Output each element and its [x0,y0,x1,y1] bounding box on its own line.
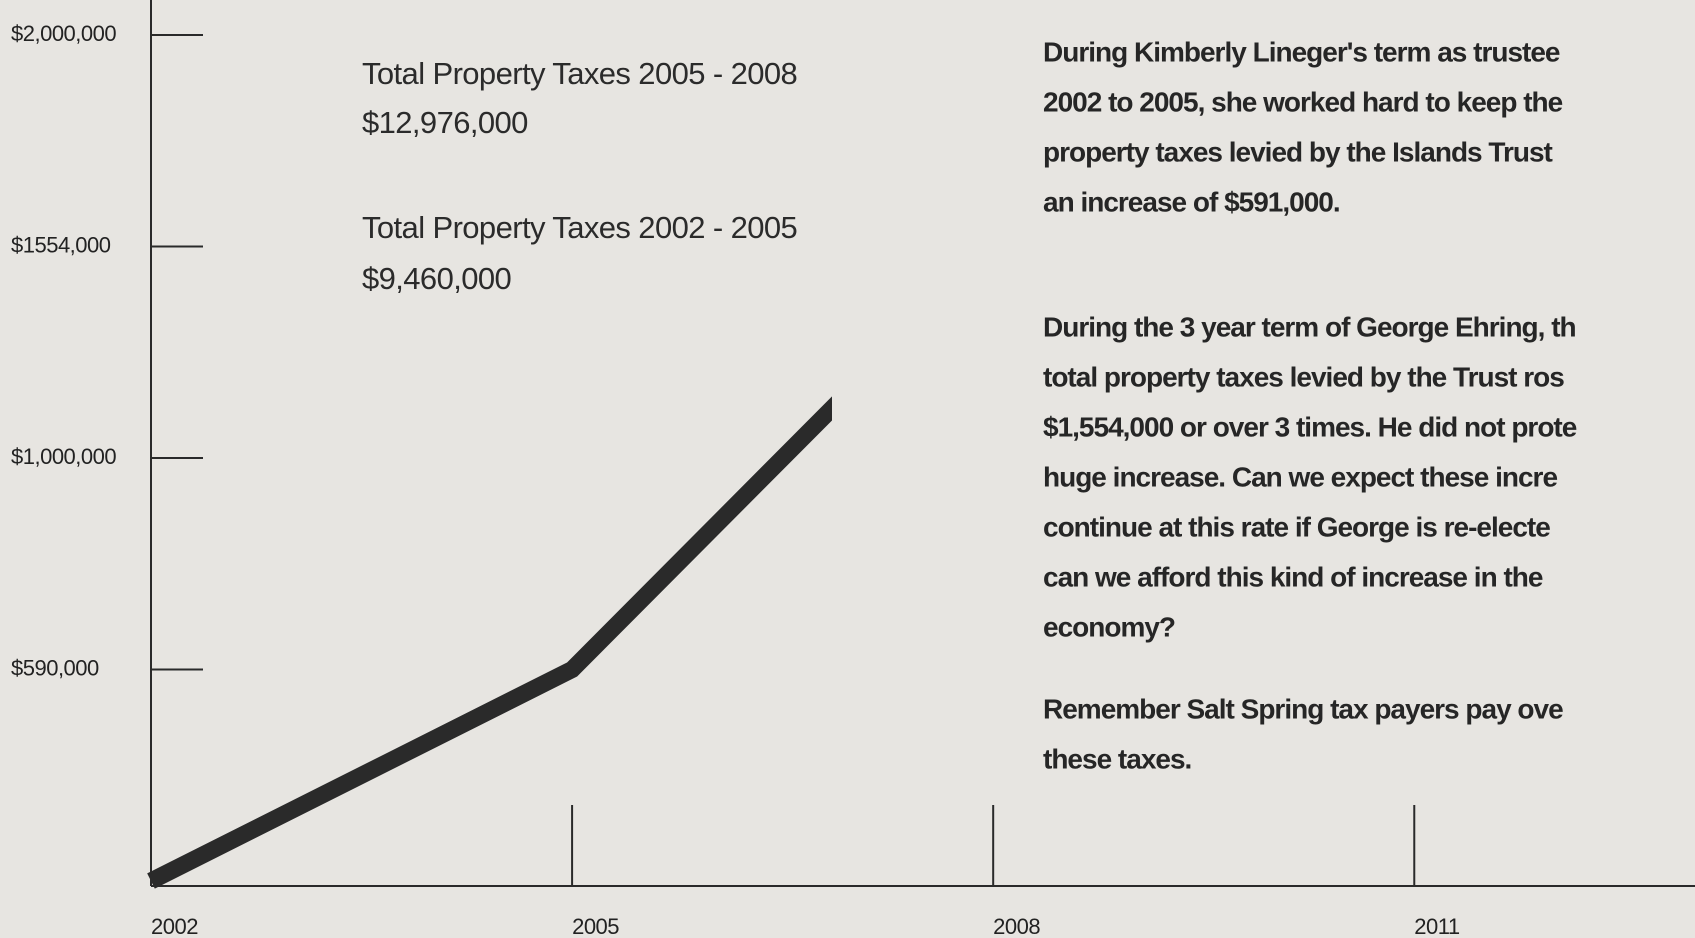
plot-area [151,247,993,882]
chart: $590,000 $1,000,000 $1554,000 $2,000,000 200… [0,0,1695,938]
paragraph-line: $1,554,000 or over 3 times. He did not p… [1043,411,1577,442]
paragraph-line: huge increase. Can we expect these incre [1043,461,1557,492]
data-line [151,247,993,882]
y-tick-label: $590,000 [11,655,99,680]
x-tick-label: 2008 [993,914,1040,938]
paragraph-line: these taxes. [1043,743,1191,774]
paragraph-line: economy? [1043,611,1175,642]
paragraph-line: Remember Salt Spring tax payers pay ove [1043,693,1563,724]
paragraph-line: During Kimberly Lineger's term as truste… [1043,36,1560,67]
paragraph-line: During the 3 year term of George Ehring,… [1043,311,1576,342]
paragraph-line: total property taxes levied by the Trust… [1043,361,1564,392]
y-tick-label: $1,000,000 [11,444,116,469]
annotation: $9,460,000 [362,261,512,296]
paragraph-line: continue at this rate if George is re-el… [1043,511,1550,542]
x-tick-label: 2011 [1414,914,1460,938]
paragraph-line: an increase of $591,000. [1043,186,1340,217]
y-tick-label: $1554,000 [11,232,111,257]
annotation: Total Property Taxes 2005 - 2008 [362,56,797,91]
page: {"chart_data": { "type": "line", "x": [2… [0,0,1695,938]
paragraph-line: property taxes levied by the Islands Tru… [1043,136,1553,167]
y-tick-label: $2,000,000 [11,21,116,46]
paragraph-line: can we afford this kind of increase in t… [1043,561,1543,592]
paragraph-line: 2002 to 2005, she worked hard to keep th… [1043,86,1563,117]
annotation: $12,976,000 [362,105,528,140]
x-tick-label: 2002 [151,914,198,938]
annotation: Total Property Taxes 2002 - 2005 [362,210,797,245]
x-tick-label: 2005 [572,914,619,938]
